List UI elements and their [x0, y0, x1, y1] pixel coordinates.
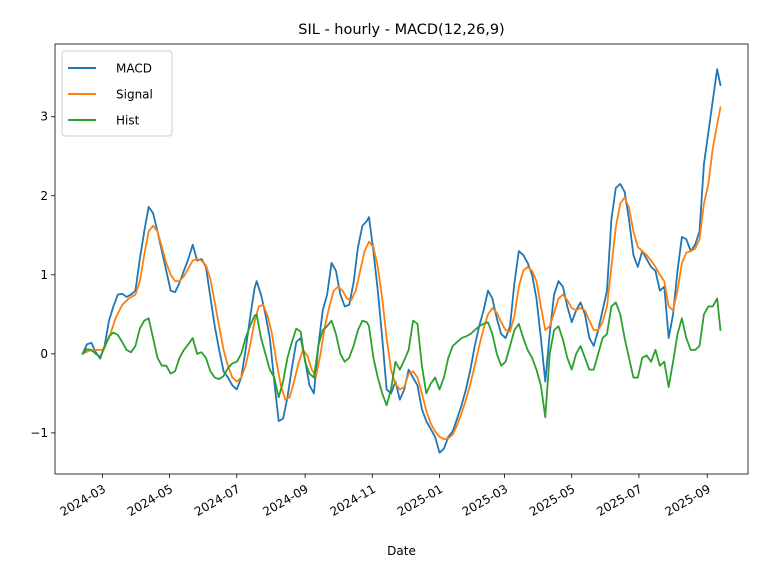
y-tick-label: 2 [40, 189, 48, 203]
legend-box [61, 50, 173, 137]
series-line-signal [81, 106, 722, 441]
series-line-hist [81, 297, 722, 418]
series-layer [81, 68, 722, 454]
y-tick-label: 3 [40, 110, 48, 124]
chart-title: SIL - hourly - MACD(12,26,9) [298, 22, 504, 38]
legend-label-signal: Signal [116, 88, 153, 102]
series-line-macd [81, 68, 722, 454]
y-axis: −1 0 1 2 3 [30, 110, 55, 440]
y-tick-label: −1 [30, 426, 48, 440]
legend-label-hist: Hist [116, 114, 140, 128]
axes-frame [54, 43, 749, 475]
legend: MACD Signal Hist [61, 50, 173, 137]
y-tick-label: 0 [40, 347, 48, 361]
y-tick-label: 1 [40, 268, 48, 282]
x-axis-label: Date [387, 544, 416, 558]
legend-label-macd: MACD [116, 62, 152, 76]
